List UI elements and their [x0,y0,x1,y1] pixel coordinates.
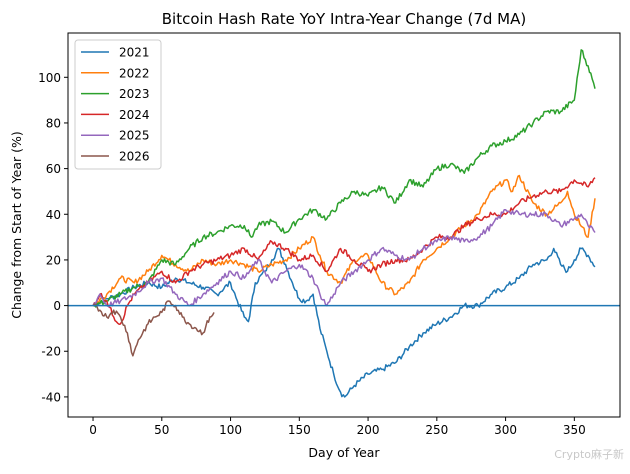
chart-title: Bitcoin Hash Rate YoY Intra-Year Change … [162,10,526,28]
legend-label-2023: 2023 [119,87,150,101]
x-tick-label: 50 [154,423,169,437]
x-tick-label: 0 [89,423,97,437]
x-tick-label: 100 [219,423,242,437]
legend: 2021 2022 2023 2024 2025 2026 [74,39,162,170]
y-tick-label: 20 [46,253,61,267]
legend-label-2026: 2026 [119,150,150,164]
y-tick-label: 0 [53,299,61,313]
y-tick-label: 40 [46,208,61,222]
y-tick-label: 60 [46,162,61,176]
series-line-2021 [92,247,596,398]
y-tick-label: -20 [41,345,61,359]
x-tick-label: 200 [357,423,380,437]
series-line-2024 [92,177,596,326]
legend-label-2022: 2022 [119,66,150,80]
x-tick-label: 250 [425,423,448,437]
y-tick-label: 80 [46,116,61,130]
series-line-2025 [92,208,596,308]
plot-frame [67,32,621,418]
legend-label-2024: 2024 [119,108,150,122]
x-axis: 0 50 100 150 200 250 300 350 [89,417,586,437]
x-tick-label: 350 [563,423,586,437]
y-tick-label: 100 [38,71,61,85]
y-tick-label: -40 [41,390,61,404]
plot-area [68,49,620,398]
x-tick-label: 300 [494,423,517,437]
legend-label-2021: 2021 [119,46,150,60]
x-axis-label: Day of Year [308,445,380,460]
y-axis: -40 -20 0 20 40 60 80 100 [38,71,68,404]
series-line-2023 [93,49,596,308]
watermark: Crypto麻子新 [554,447,624,461]
legend-label-2025: 2025 [119,129,150,143]
y-axis-label: Change from Start of Year (%) [9,131,24,319]
series-line-2026 [92,300,215,357]
series-line-2022 [92,174,596,307]
x-tick-label: 150 [288,423,311,437]
